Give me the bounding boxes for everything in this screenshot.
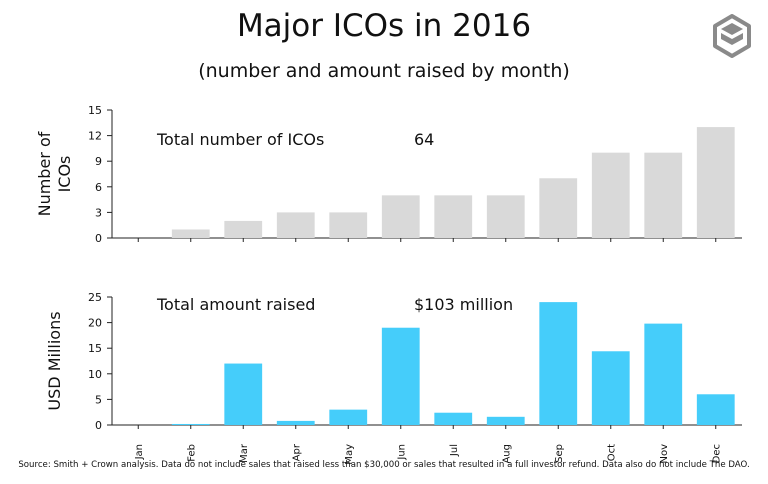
y-tick-label: 5 [95, 393, 102, 406]
chart-subtitle: (number and amount raised by month) [198, 60, 570, 82]
chart-title: Major ICOs in 2016 [236, 8, 532, 44]
bar [434, 195, 473, 238]
y-tick-label: 0 [95, 419, 102, 432]
y-axis-label-line-1: Number of [35, 131, 54, 216]
bar [696, 127, 735, 238]
stacked-s-logo-icon [713, 14, 751, 58]
y-tick-label: 20 [88, 317, 102, 330]
x-tick-label: Feb [186, 444, 197, 462]
source-note: Source: Smith + Crown analysis. Data do … [18, 460, 750, 470]
annotation-label: Total number of ICOs [156, 130, 324, 149]
bar [329, 409, 368, 425]
y-tick-label: 6 [95, 181, 102, 194]
y-tick-label: 0 [95, 232, 102, 245]
bar [591, 351, 630, 425]
x-tick-label: Oct [606, 444, 617, 461]
x-tick-label: Sep [554, 444, 565, 463]
annotation-value: 64 [414, 130, 434, 149]
x-tick-label: May [344, 444, 355, 465]
bar [696, 394, 735, 425]
y-tick-label: 3 [95, 206, 102, 219]
x-tick-label: Nov [659, 444, 670, 464]
bar [276, 420, 315, 425]
y-tick-label: 25 [88, 291, 102, 304]
bar [644, 323, 683, 425]
x-tick-label: Jun [396, 444, 407, 461]
y-tick-label: 10 [88, 368, 102, 381]
bar [434, 412, 473, 425]
bar [644, 152, 683, 238]
y-tick-label: 15 [88, 104, 102, 117]
bar [224, 363, 263, 425]
bar [224, 220, 263, 238]
y-axis-label-line-2: ICOs [55, 156, 74, 193]
annotation-value: $103 million [414, 295, 513, 314]
x-tick-label: Jan [134, 444, 145, 460]
bar [276, 212, 315, 238]
bar [539, 178, 578, 238]
x-tick-label: Mar [239, 443, 250, 463]
bar [486, 416, 525, 425]
bar [329, 212, 368, 238]
annotation-label: Total amount raised [156, 295, 315, 314]
bar [381, 327, 420, 425]
bar [171, 229, 210, 238]
bar [171, 423, 210, 425]
x-tick-label: Aug [501, 444, 512, 464]
x-tick-label: Apr [291, 443, 302, 461]
bar [381, 195, 420, 238]
y-tick-label: 12 [88, 130, 102, 143]
y-tick-label: 15 [88, 342, 102, 355]
y-tick-label: 9 [95, 155, 102, 168]
bar [539, 302, 578, 425]
y-axis-label: USD Millions [45, 311, 64, 410]
x-tick-label: Jul [449, 444, 460, 457]
x-tick-label: Dec [711, 444, 722, 463]
bar [591, 152, 630, 238]
bar [486, 195, 525, 238]
